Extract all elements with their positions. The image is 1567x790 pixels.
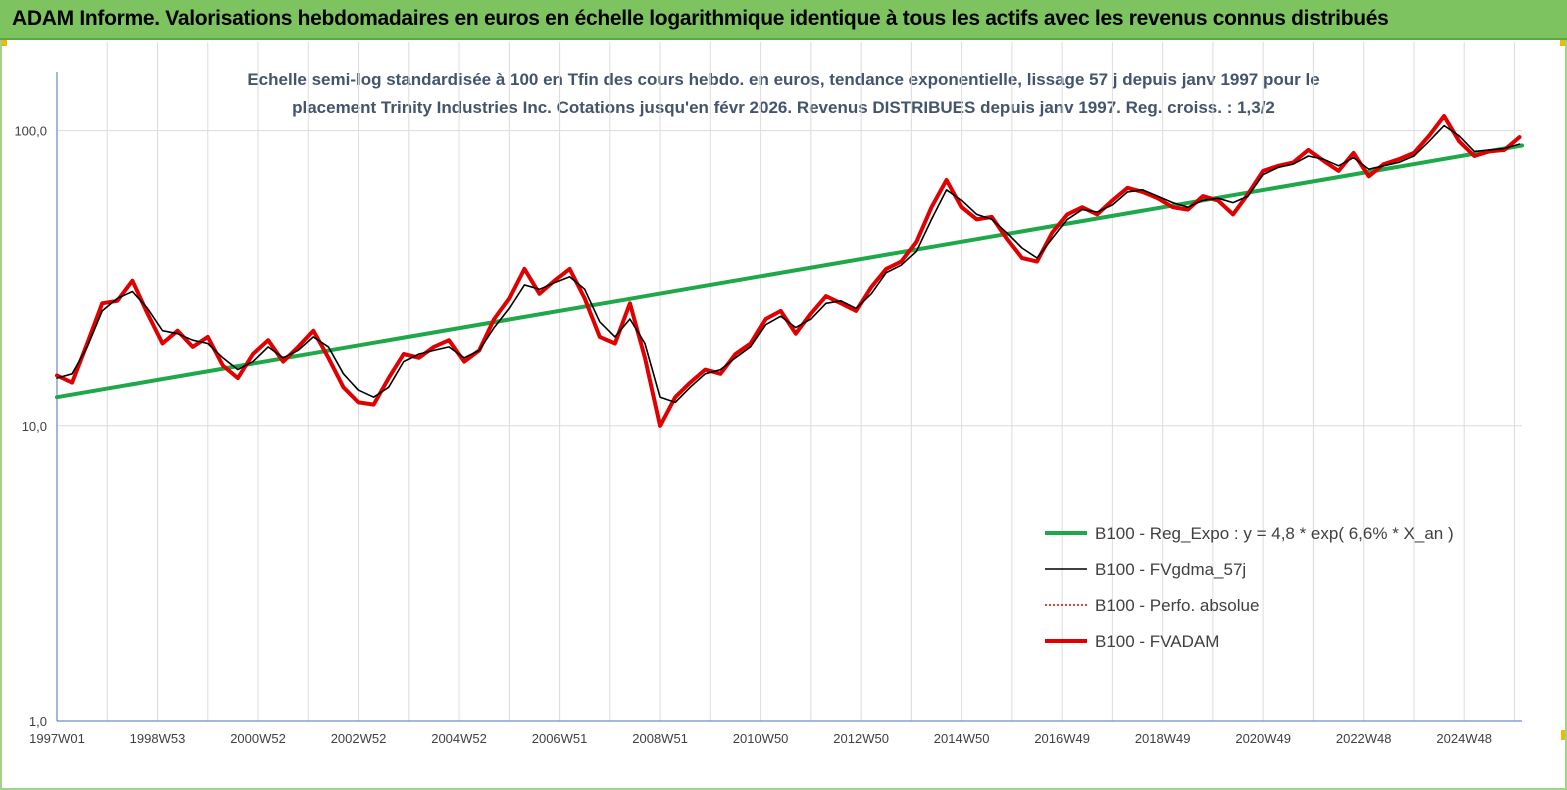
x-tick-label: 2020W49 [1235,731,1291,746]
corner-marker-bottom-right [1561,730,1567,740]
banner: ADAM Informe. Valorisations hebdomadaire… [0,0,1567,40]
grid-lines [57,42,1522,722]
chart-title: Echelle semi-log standardisée à 100 en T… [0,66,1567,122]
x-tick-label: 1997W01 [29,731,85,746]
series-line-0 [55,143,1524,400]
legend-label-1: B100 - FVgdma_57j [1095,560,1246,579]
legend-label-0: B100 - Reg_Expo : y = 4,8 * exp( 6,6% * … [1095,524,1454,543]
x-tick-label: 2016W49 [1034,731,1090,746]
corner-marker-top-right [1560,40,1567,46]
x-tick-label: 2012W50 [833,731,889,746]
x-tick-label: 2024W48 [1436,731,1492,746]
x-tick-label: 2022W48 [1336,731,1392,746]
x-tick-label: 2014W50 [934,731,990,746]
x-tick-label: 2006W51 [532,731,588,746]
x-tick-label: 2000W52 [230,731,286,746]
x-tick-label: 2018W49 [1135,731,1191,746]
chart-title-line1: Echelle semi-log standardisée à 100 en T… [247,70,1320,89]
chart-frame [0,40,1567,790]
legend-label-2: B100 - Perfo. absolue [1095,596,1259,615]
series-lines [55,114,1524,428]
axes: 1,0 10,0 100,0 1997W01 1998W53 2000W52 2002W52… [14,72,1522,746]
chart-title-line2: placement Trinity Industries Inc. Cotati… [292,98,1275,117]
x-tick-label: 2002W52 [331,731,387,746]
legend-label-3: B100 - FVADAM [1095,632,1219,651]
banner-title: ADAM Informe. Valorisations hebdomadaire… [12,7,1389,30]
x-tick-label: 2010W50 [733,731,789,746]
x-tick-label: 1998W53 [130,731,186,746]
series-line-1 [56,124,1521,404]
legend: B100 - Reg_Expo : y = 4,8 * exp( 6,6% * … [1045,524,1454,651]
x-tick-label: 2008W51 [632,731,688,746]
corner-marker-top-left [0,40,7,46]
y-tick-label: 1,0 [29,714,47,729]
y-tick-label: 100,0 [14,124,47,139]
y-tick-label: 10,0 [22,419,47,434]
x-tick-label: 2004W52 [431,731,487,746]
